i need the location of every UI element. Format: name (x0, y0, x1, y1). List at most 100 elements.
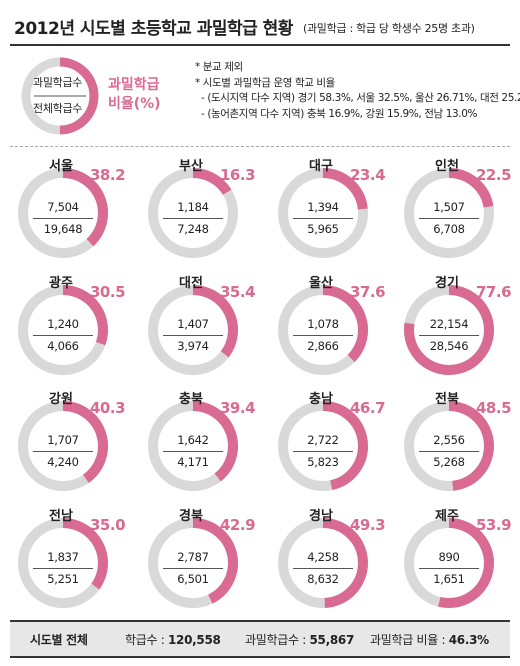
region-divider (33, 568, 93, 569)
region-overcrowded: 2,556 (433, 433, 465, 447)
region-name: 울산 (309, 276, 333, 291)
region-name: 경기 (435, 276, 459, 291)
region-donut (404, 518, 494, 608)
donut-arc (438, 518, 494, 608)
footer-overcrowded: 과밀학급수 : 55,867 (245, 633, 354, 647)
region-donut (18, 168, 108, 258)
note-line: - (도시지역 다수 지역) 경기 58.3%, 서울 32.5%, 울산 26… (201, 92, 520, 104)
region-cell: 경남 49.3 4,258 8,632 (272, 500, 390, 615)
region-overcrowded: 1,707 (47, 433, 79, 447)
region-name: 전남 (49, 509, 73, 524)
legend-donut (21, 57, 99, 135)
region-cell: 전북 48.5 2,556 5,268 (398, 383, 516, 498)
region-divider (419, 451, 479, 452)
region-total: 28,546 (429, 339, 469, 353)
region-ratio: 38.2 (90, 166, 126, 184)
donut-arc (62, 401, 108, 483)
region-name: 서울 (49, 159, 73, 174)
region-total: 4,240 (47, 455, 79, 469)
region-donut (148, 518, 238, 608)
region-overcrowded: 1,507 (433, 200, 465, 214)
title-bar: 2012년 시도별 초등학교 과밀학급 현황 (과밀학급 : 학급 당 학생수 … (10, 10, 510, 46)
region-ratio: 23.4 (350, 166, 386, 184)
region-donut (148, 285, 238, 375)
region-donut (18, 401, 108, 491)
region-cell: 대전 35.4 1,407 3,974 (142, 267, 260, 382)
region-overcrowded: 1,394 (307, 200, 339, 214)
donut-arc (62, 168, 108, 247)
donut-arc (322, 518, 368, 608)
region-ratio: 53.9 (476, 516, 512, 534)
legend-ratio-line2: 비율(%) (108, 96, 161, 112)
donut-arc (62, 518, 108, 590)
region-overcrowded: 1,078 (307, 317, 339, 331)
donut-arc (448, 401, 494, 491)
region-cell: 제주 53.9 890 1,651 (398, 500, 516, 615)
region-overcrowded: 1,407 (177, 317, 209, 331)
region-donut (278, 168, 368, 258)
region-cell: 강원 40.3 1,707 4,240 (12, 383, 130, 498)
donut-arc (192, 168, 232, 196)
footer-ratio: 과밀학급 비율 : 46.3% (370, 633, 489, 647)
region-overcrowded: 22,154 (429, 317, 469, 331)
donut-arc (322, 285, 368, 363)
region-cell: 서울 38.2 7,504 19,648 (12, 150, 130, 265)
region-cell: 인천 22.5 1,507 6,708 (398, 150, 516, 265)
donut-arc (192, 285, 238, 358)
region-total: 5,251 (47, 572, 79, 586)
region-cell: 광주 30.5 1,240 4,066 (12, 267, 130, 382)
region-overcrowded: 1,240 (47, 317, 79, 331)
legend-ratio-line1: 과밀학급 (108, 77, 160, 93)
region-divider (163, 218, 223, 219)
legend-ratio-label: 과밀학급 비율(%) (108, 76, 161, 114)
region-overcrowded: 890 (438, 550, 460, 564)
region-total: 4,171 (177, 455, 209, 469)
region-divider (293, 568, 353, 569)
region-ratio: 42.9 (220, 516, 256, 534)
region-divider (293, 451, 353, 452)
region-cell: 충북 39.4 1,642 4,171 (142, 383, 260, 498)
note-line: - (농어촌지역 다수 지역) 충북 16.9%, 강원 15.9%, 전남 1… (201, 107, 478, 120)
region-cell: 경기 77.6 22,154 28,546 (398, 267, 516, 382)
region-name: 경북 (179, 509, 203, 524)
region-ratio: 46.7 (350, 399, 386, 417)
region-donut (18, 285, 108, 375)
region-cell: 전남 35.0 1,837 5,251 (12, 500, 130, 615)
donut-arc (448, 168, 494, 208)
region-donut (278, 518, 368, 608)
region-ratio: 48.5 (476, 399, 512, 417)
region-name: 강원 (49, 392, 73, 407)
region-ratio: 16.3 (220, 166, 256, 184)
region-ratio: 30.5 (90, 283, 126, 301)
region-divider (163, 568, 223, 569)
region-overcrowded: 1,837 (47, 550, 79, 564)
region-divider (419, 568, 479, 569)
region-cell: 부산 16.3 1,184 7,248 (142, 150, 260, 265)
region-donut (148, 168, 238, 258)
region-donut (148, 401, 238, 491)
region-divider (419, 218, 479, 219)
region-overcrowded: 1,184 (177, 200, 209, 214)
region-name: 대구 (309, 159, 333, 174)
legend-ring-arc (59, 57, 99, 135)
note-line: * 분교 제외 (195, 61, 243, 73)
region-grid: 서울 38.2 7,504 19,648 부산 16.3 1,184 7,248 대구 23.4 1… (0, 150, 520, 612)
legend-denominator-label: 전체학급수 (33, 102, 83, 115)
region-cell: 충남 46.7 2,722 5,823 (272, 383, 390, 498)
region-overcrowded: 4,258 (307, 550, 339, 564)
region-total: 8,632 (307, 572, 339, 586)
donut-arc (322, 168, 368, 210)
legend: 과밀학급수 전체학급수 과밀학급 비율(%) (18, 56, 518, 136)
region-name: 인천 (435, 159, 459, 174)
region-total: 1,651 (433, 572, 465, 586)
region-divider (163, 335, 223, 336)
region-total: 6,501 (177, 572, 209, 586)
region-ratio: 40.3 (90, 399, 126, 417)
region-donut (278, 285, 368, 375)
notes: * 분교 제외 * 시도별 과밀학급 운영 학교 비율 - (도시지역 다수 지… (195, 60, 520, 122)
region-divider (419, 335, 479, 336)
region-name: 부산 (179, 159, 203, 174)
region-total: 7,248 (177, 222, 209, 236)
region-total: 5,268 (433, 455, 465, 469)
region-donut (404, 401, 494, 491)
